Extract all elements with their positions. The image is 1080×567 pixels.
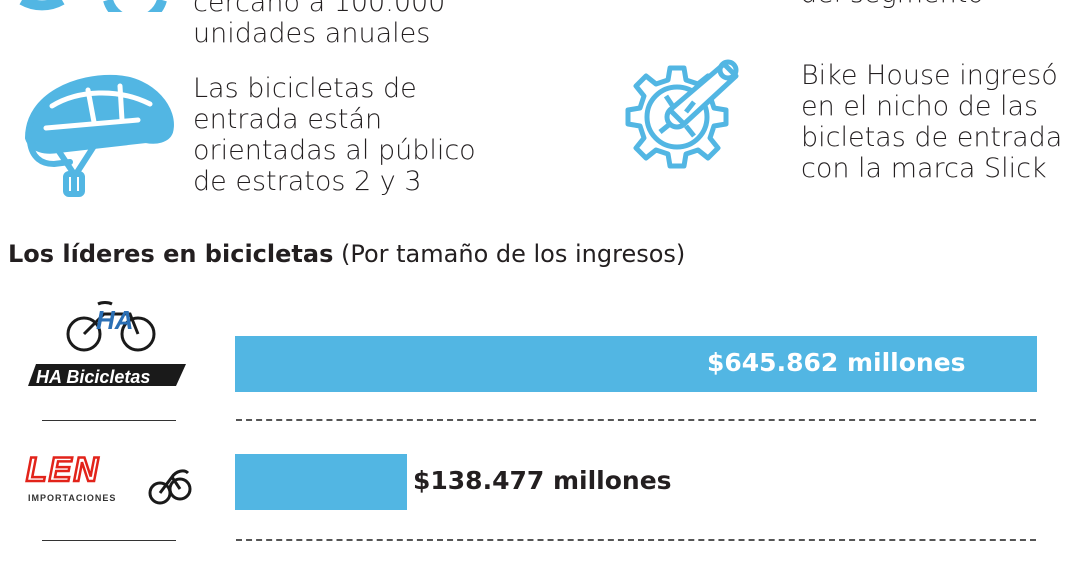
fact-line: unidades anuales xyxy=(193,18,431,49)
bar-label-len-importaciones: $138.477 millones xyxy=(413,466,672,495)
len-logo-sub: IMPORTACIONES xyxy=(28,493,116,503)
row-divider xyxy=(236,539,1036,541)
fact-line: entrada están xyxy=(193,104,383,135)
fact-line: cercano a 100.000 xyxy=(193,0,446,18)
logo-divider xyxy=(42,540,176,541)
len-logo-text: LEN xyxy=(26,451,100,489)
helmet-icon xyxy=(18,70,180,200)
chart-subtitle: (Por tamaño de los ingresos) xyxy=(333,240,686,268)
chart-title: Los líderes en bicicletas xyxy=(8,240,334,268)
top-right-fact-fragment: del segmento xyxy=(800,0,984,9)
fact-line: con la marca Slick xyxy=(801,153,1047,184)
ha-bicicletas-logo: HA HA Bicicletas xyxy=(26,296,190,406)
crank-fact: Bike House ingresó en el nicho de las bi… xyxy=(801,60,1062,184)
ha-logo-text: HA Bicicletas xyxy=(36,367,150,387)
logo-divider xyxy=(42,420,176,421)
bar-len-importaciones xyxy=(235,454,407,510)
row-divider xyxy=(236,419,1036,421)
gear-crank-icon xyxy=(608,52,748,182)
bar-label-ha-bicicletas: $645.862 millones xyxy=(707,348,966,377)
chart-heading: Los líderes en bicicletas (Por tamaño de… xyxy=(8,240,685,268)
helmet-fact: Las bicicletas de entrada están orientad… xyxy=(193,73,476,197)
fact-line: Las bicicletas de xyxy=(193,73,417,104)
top-left-fact-fragment: cercano a 100.000 unidades anuales xyxy=(193,0,445,49)
fact-line: de estratos 2 y 3 xyxy=(193,166,422,197)
fact-line: del segmento xyxy=(800,0,984,9)
fact-line: bicletas de entrada xyxy=(801,122,1063,153)
fact-line: Bike House ingresó xyxy=(801,60,1058,91)
fact-line: en el nicho de las xyxy=(801,91,1039,122)
len-importaciones-logo: LEN IMPORTACIONES xyxy=(12,443,204,523)
ha-logo-mark: HA xyxy=(96,305,134,335)
fact-line: orientadas al público xyxy=(193,135,476,166)
top-left-partial-icons xyxy=(0,0,170,12)
bar-ha-bicicletas xyxy=(235,336,1037,392)
